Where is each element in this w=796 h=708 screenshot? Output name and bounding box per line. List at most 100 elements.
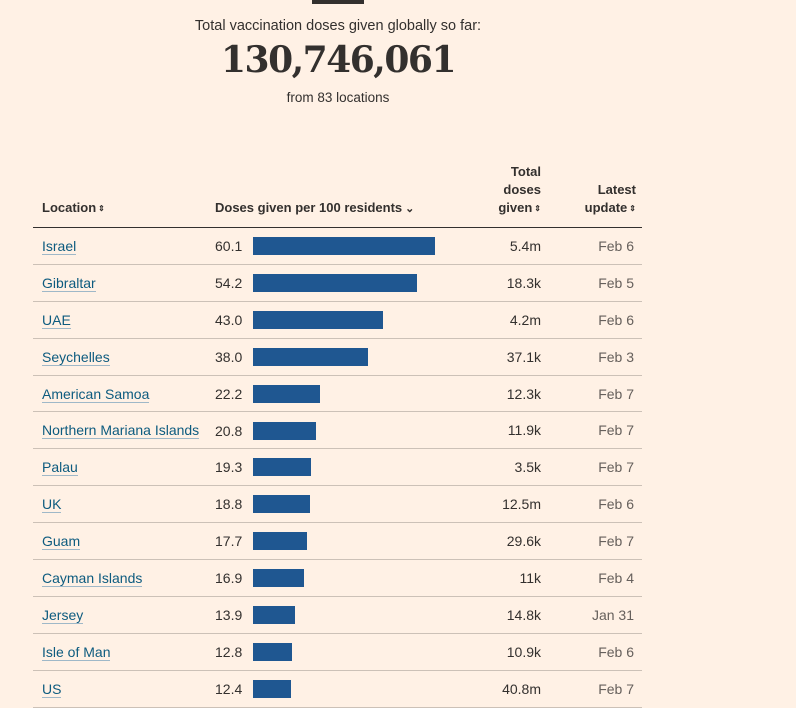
total-cell: 14.8k xyxy=(473,596,549,634)
header-total-line-3: given xyxy=(498,200,533,215)
date-cell: Feb 3 xyxy=(549,338,642,376)
location-cell: Cayman Islands xyxy=(33,559,215,597)
total-cell: 4.2m xyxy=(473,301,549,339)
total-cell: 37.1k xyxy=(473,338,549,376)
table-row: UK 18.8 12.5m Feb 6 xyxy=(33,485,642,524)
rate-value: 17.7 xyxy=(215,533,243,550)
date-cell: Feb 7 xyxy=(549,670,642,708)
rate-cell: 20.8 xyxy=(215,411,473,450)
location-link[interactable]: Isle of Man xyxy=(42,643,111,661)
chevron-down-icon[interactable]: ⌄ xyxy=(405,203,415,215)
location-link[interactable]: Jersey xyxy=(42,606,84,624)
total-cell: 3.5k xyxy=(473,448,549,487)
table-row: UAE 43.0 4.2m Feb 6 xyxy=(33,301,642,339)
rate-cell: 12.4 xyxy=(215,670,473,708)
total-cell: 18.3k xyxy=(473,264,549,302)
date-cell: Jan 31 xyxy=(549,596,642,634)
header-total-line-1: Total xyxy=(510,164,541,179)
rate-cell: 18.8 xyxy=(215,485,473,524)
date-cell: Feb 7 xyxy=(549,448,642,487)
rate-cell: 12.8 xyxy=(215,633,473,671)
location-link[interactable]: Northern Mariana Islands xyxy=(42,422,200,440)
location-link[interactable]: American Samoa xyxy=(42,385,150,403)
date-cell: Feb 6 xyxy=(549,301,642,339)
rate-bar xyxy=(253,642,292,661)
location-link[interactable]: US xyxy=(42,680,62,698)
header-total-line-2: doses xyxy=(503,182,541,197)
location-link[interactable]: UK xyxy=(42,496,62,514)
header-date[interactable]: Latest update ⇕ xyxy=(549,163,642,228)
sort-both-icon[interactable]: ⇕ xyxy=(629,204,636,213)
location-link[interactable]: Palau xyxy=(42,459,78,477)
rate-cell: 16.9 xyxy=(215,559,473,597)
total-value: 12.3k xyxy=(506,385,541,402)
table-row: Seychelles 38.0 37.1k Feb 3 xyxy=(33,338,642,376)
rate-bar xyxy=(253,606,296,624)
sort-both-icon[interactable]: ⇕ xyxy=(98,204,105,213)
total-value: 11k xyxy=(519,569,541,586)
table-row: Gibraltar 54.2 18.3k Feb 5 xyxy=(33,264,642,302)
table-body: Israel 60.1 5.4m Feb 6 Gibraltar 54.2 18.3k Feb… xyxy=(33,227,642,708)
rate-value: 43.0 xyxy=(215,311,243,328)
total-value: 10.9k xyxy=(506,643,541,660)
rate-cell: 13.9 xyxy=(215,596,473,634)
total-value: 18.3k xyxy=(506,274,541,291)
location-cell: Isle of Man xyxy=(33,633,215,671)
rate-bar xyxy=(253,237,435,256)
table-row: Palau 19.3 3.5k Feb 7 xyxy=(33,448,642,487)
rate-bar xyxy=(253,273,418,292)
date-cell: Feb 5 xyxy=(549,264,642,302)
summary-total: 130,746,061 xyxy=(220,39,457,81)
rate-cell: 54.2 xyxy=(215,264,473,302)
date-cell: Feb 7 xyxy=(549,375,642,413)
rate-bar xyxy=(253,421,316,440)
header-rate[interactable]: Doses given per 100 residents ⌄ xyxy=(215,163,473,228)
header-rate-label: Doses given per 100 residents xyxy=(215,200,403,215)
date-cell: Feb 6 xyxy=(549,633,642,671)
location-link[interactable]: UAE xyxy=(42,311,71,329)
location-cell: American Samoa xyxy=(33,375,215,413)
rate-value: 38.0 xyxy=(215,348,243,365)
summary-label: Total vaccination doses given globally s… xyxy=(194,18,482,34)
table-row: Isle of Man 12.8 10.9k Feb 6 xyxy=(33,633,642,671)
location-link[interactable]: Cayman Islands xyxy=(42,569,143,587)
header-location[interactable]: Location ⇕ xyxy=(33,163,215,228)
total-cell: 10.9k xyxy=(473,633,549,671)
rate-cell: 19.3 xyxy=(215,448,473,487)
rate-cell: 17.7 xyxy=(215,522,473,561)
location-link[interactable]: Seychelles xyxy=(42,348,110,366)
location-link[interactable]: Guam xyxy=(42,533,81,551)
table-row: American Samoa 22.2 12.3k Feb 7 xyxy=(33,375,642,413)
location-link[interactable]: Gibraltar xyxy=(42,274,96,292)
total-cell: 40.8m xyxy=(473,670,549,708)
date-cell: Feb 7 xyxy=(549,411,642,450)
total-cell: 29.6k xyxy=(473,522,549,561)
location-cell: UK xyxy=(33,485,215,524)
total-cell: 12.5m xyxy=(473,485,549,524)
rate-value: 60.1 xyxy=(215,238,243,255)
date-cell: Feb 6 xyxy=(549,227,642,265)
header-location-label: Location xyxy=(42,200,97,215)
header-total[interactable]: Total doses given ⇕ xyxy=(473,163,549,228)
location-cell: Northern Mariana Islands xyxy=(33,411,215,450)
rate-value: 12.8 xyxy=(215,643,243,660)
total-value: 29.6k xyxy=(506,533,541,550)
total-value: 12.5m xyxy=(502,496,541,513)
rate-cell: 43.0 xyxy=(215,301,473,339)
summary-sub: from 83 locations xyxy=(286,90,390,105)
total-value: 11.9k xyxy=(507,422,541,439)
total-value: 4.2m xyxy=(509,311,541,328)
sort-both-icon[interactable]: ⇕ xyxy=(534,204,541,213)
location-cell: Jersey xyxy=(33,596,215,634)
location-link[interactable]: Israel xyxy=(42,237,77,255)
rate-bar xyxy=(253,310,384,329)
rate-value: 13.9 xyxy=(215,607,243,623)
rate-cell: 22.2 xyxy=(215,375,473,413)
rate-bar xyxy=(253,347,369,366)
total-value: 5.4m xyxy=(509,237,541,254)
rate-bar xyxy=(253,532,307,551)
location-cell: Israel xyxy=(33,227,215,265)
rate-value: 54.2 xyxy=(215,274,243,291)
table-row: Guam 17.7 29.6k Feb 7 xyxy=(33,522,642,561)
rate-value: 16.9 xyxy=(215,570,243,587)
